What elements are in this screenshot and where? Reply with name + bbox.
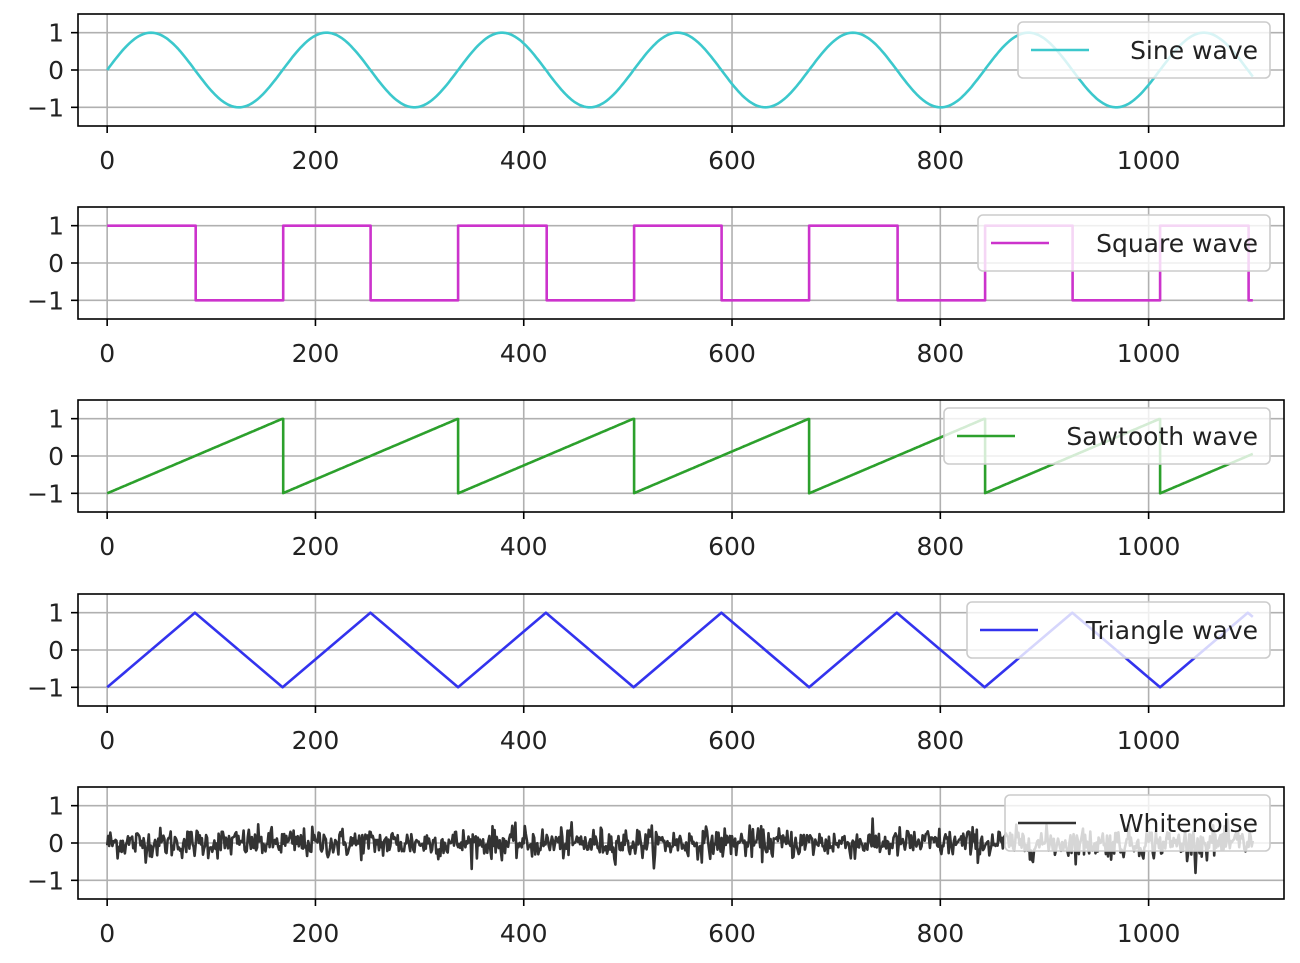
y-tick-label: 1 bbox=[48, 792, 64, 821]
x-tick-label: 400 bbox=[500, 146, 548, 175]
x-tick-label: 200 bbox=[292, 532, 340, 561]
x-tick-label: 600 bbox=[708, 726, 756, 755]
y-tick-label: 0 bbox=[48, 56, 64, 85]
x-tick-label: 200 bbox=[292, 919, 340, 948]
legend-box bbox=[1017, 21, 1271, 79]
y-tick-label: −1 bbox=[27, 479, 64, 508]
y-tick-label: 1 bbox=[48, 405, 64, 434]
x-tick-label: 1000 bbox=[1117, 919, 1181, 948]
x-tick-label: 800 bbox=[916, 146, 964, 175]
legend-box bbox=[1004, 794, 1271, 852]
subplot-1: 0 200 400 600 800 1000 −1 0 1 Sine wave bbox=[27, 13, 1285, 175]
legend-box bbox=[966, 601, 1271, 659]
legend: Triangle wave bbox=[966, 601, 1271, 659]
legend-label: Sawtooth wave bbox=[1066, 422, 1258, 451]
x-tick-label: 0 bbox=[99, 146, 115, 175]
y-tick-label: −1 bbox=[27, 866, 64, 895]
y-tick-label: −1 bbox=[27, 93, 64, 122]
y-tick-label: 1 bbox=[48, 19, 64, 48]
subplot-2: 0 200 400 600 800 1000 −1 0 1 Square wave bbox=[27, 206, 1285, 368]
y-tick-label: 0 bbox=[48, 249, 64, 278]
y-tick-label: 1 bbox=[48, 599, 64, 628]
x-tick-label: 0 bbox=[99, 532, 115, 561]
x-tick-label: 0 bbox=[99, 726, 115, 755]
x-tick-label: 600 bbox=[708, 532, 756, 561]
x-tick-label: 0 bbox=[99, 919, 115, 948]
subplot-5: 0 200 400 600 800 1000 −1 0 1 Whitenoise bbox=[27, 786, 1285, 948]
x-tick-label: 0 bbox=[99, 339, 115, 368]
y-tick-label: 0 bbox=[48, 636, 64, 665]
legend: Whitenoise bbox=[1004, 794, 1271, 852]
x-tick-label: 600 bbox=[708, 146, 756, 175]
x-tick-label: 600 bbox=[708, 919, 756, 948]
x-tick-label: 800 bbox=[916, 339, 964, 368]
x-tick-label: 400 bbox=[500, 532, 548, 561]
subplot-3: 0 200 400 600 800 1000 −1 0 1 Sawtooth wave bbox=[27, 399, 1285, 561]
y-tick-label: −1 bbox=[27, 286, 64, 315]
x-tick-label: 1000 bbox=[1117, 146, 1181, 175]
legend: Sine wave bbox=[1017, 21, 1271, 79]
x-tick-label: 800 bbox=[916, 919, 964, 948]
y-tick-label: 0 bbox=[48, 442, 64, 471]
legend-label: Sine wave bbox=[1130, 36, 1258, 65]
x-tick-label: 1000 bbox=[1117, 339, 1181, 368]
x-tick-label: 400 bbox=[500, 919, 548, 948]
y-tick-label: 0 bbox=[48, 829, 64, 858]
x-tick-label: 600 bbox=[708, 339, 756, 368]
y-tick-label: −1 bbox=[27, 673, 64, 702]
legend-label: Triangle wave bbox=[1085, 616, 1258, 645]
x-tick-label: 400 bbox=[500, 726, 548, 755]
x-tick-label: 200 bbox=[292, 146, 340, 175]
x-tick-label: 400 bbox=[500, 339, 548, 368]
legend-label: Square wave bbox=[1096, 229, 1258, 258]
x-tick-label: 800 bbox=[916, 726, 964, 755]
y-tick-label: 1 bbox=[48, 212, 64, 241]
x-tick-label: 200 bbox=[292, 339, 340, 368]
x-tick-label: 1000 bbox=[1117, 532, 1181, 561]
series-line-triangle bbox=[106, 611, 1254, 689]
subplot-4: 0 200 400 600 800 1000 −1 0 1 Triangle wave bbox=[27, 593, 1285, 755]
legend: Square wave bbox=[977, 214, 1271, 272]
x-tick-label: 1000 bbox=[1117, 726, 1181, 755]
legend: Sawtooth wave bbox=[943, 407, 1271, 465]
x-tick-label: 800 bbox=[916, 532, 964, 561]
legend-box bbox=[977, 214, 1271, 272]
legend-label: Whitenoise bbox=[1119, 809, 1258, 838]
x-tick-label: 200 bbox=[292, 726, 340, 755]
legend-box bbox=[943, 407, 1271, 465]
